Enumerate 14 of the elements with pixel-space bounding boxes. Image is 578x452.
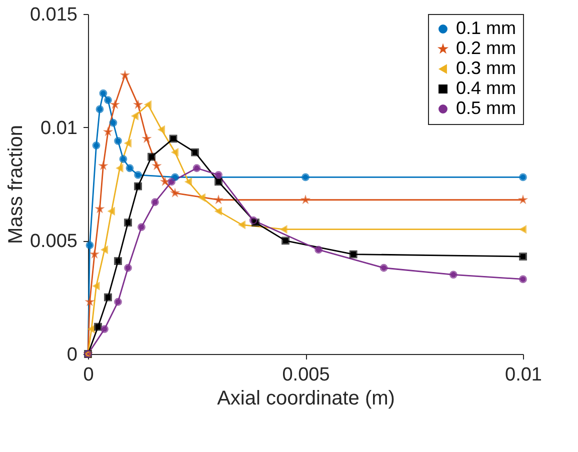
legend-label: 0.2 mm — [456, 38, 516, 58]
x-axis-title: Axial coordinate (m) — [217, 388, 395, 410]
x-tick-label: 0.01 — [505, 364, 542, 386]
legend-label: 0.5 mm — [456, 98, 516, 118]
legend-label: 0.1 mm — [456, 18, 516, 38]
x-tick-label: 0.005 — [282, 364, 330, 386]
x-tick-label: 0 — [83, 364, 94, 386]
legend-label: 0.4 mm — [456, 78, 516, 98]
y-tick-label: 0.005 — [30, 231, 78, 252]
y-axis-title: Mass fraction — [4, 125, 27, 244]
legend-label: 0.3 mm — [456, 58, 516, 78]
y-tick-label: 0 — [66, 344, 78, 366]
y-tick-label: 0.01 — [40, 118, 78, 139]
y-tick-label: 0.015 — [30, 4, 78, 26]
